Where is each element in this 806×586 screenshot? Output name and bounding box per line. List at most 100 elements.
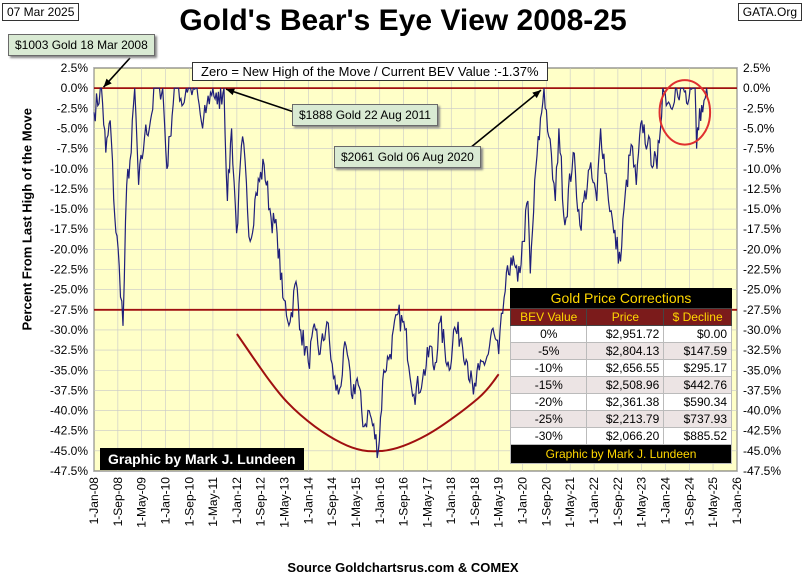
y-tick-label: -27.5% bbox=[50, 303, 88, 317]
x-tick-label: 1-Jan-16 bbox=[373, 477, 387, 525]
y-tick-label: -37.5% bbox=[50, 383, 88, 397]
x-tick-label: 1-Sep-18 bbox=[468, 477, 482, 527]
y-tick-label: -2.5% bbox=[57, 101, 89, 115]
y-tick-label-right: -37.5% bbox=[743, 383, 781, 397]
y-tick-label: -25.0% bbox=[50, 283, 88, 297]
y-tick-label-right: 0.0% bbox=[743, 81, 771, 95]
y-tick-label: -22.5% bbox=[50, 263, 88, 277]
y-tick-label-right: -27.5% bbox=[743, 303, 781, 317]
y-tick-label-right: -22.5% bbox=[743, 263, 781, 277]
cell-bev: -10% bbox=[509, 359, 588, 377]
trend-curve-path bbox=[236, 333, 500, 453]
y-tick-label: 0.0% bbox=[61, 81, 89, 95]
x-tick-label: 1-Jan-12 bbox=[230, 477, 244, 525]
table-row: 0% $2,951.72 $0.00 bbox=[509, 325, 732, 343]
callout-arrows bbox=[102, 57, 542, 149]
y-tick-label-right: -42.5% bbox=[743, 424, 781, 438]
cell-price: $2,951.72 bbox=[586, 325, 665, 343]
y-tick-label-right: -45.0% bbox=[743, 444, 781, 458]
y-tick-label: -40.0% bbox=[50, 404, 88, 418]
corrections-table: Gold Price Corrections BEV Value Price $… bbox=[509, 288, 732, 464]
y-tick-label: -42.5% bbox=[50, 424, 88, 438]
x-tick-label: 1-Sep-20 bbox=[539, 477, 553, 527]
x-tick-label: 1-May-17 bbox=[420, 477, 434, 528]
y-axis-title: Percent From Last High of the Move bbox=[19, 108, 35, 331]
x-tick-label: 1-Jan-10 bbox=[158, 477, 172, 525]
x-tick-label: 1-Sep-22 bbox=[611, 477, 625, 527]
x-tick-label: 1-May-15 bbox=[349, 477, 363, 528]
zero-note: Zero = New High of the Move / Current BE… bbox=[192, 62, 548, 81]
cell-price: $2,508.96 bbox=[586, 376, 665, 394]
series-line bbox=[93, 87, 709, 459]
y-tick-label-right: -47.5% bbox=[743, 464, 781, 478]
table-footer: Graphic by Mark J. Lundeen bbox=[510, 444, 732, 464]
site-label: GATA.Org bbox=[737, 3, 802, 21]
table-row: -5% $2,804.13 $147.59 bbox=[509, 342, 732, 360]
x-tick-label: 1-Jan-08 bbox=[87, 477, 101, 525]
y-tick-label: -17.5% bbox=[50, 222, 88, 236]
callout-2011-peak: $1888 Gold 22 Aug 2011 bbox=[292, 104, 438, 126]
cell-price: $2,656.55 bbox=[586, 359, 665, 377]
table-header-row: BEV Value Price $ Decline bbox=[509, 308, 732, 326]
y-tick-label: -45.0% bbox=[50, 444, 88, 458]
x-tick-label: 1-Jan-26 bbox=[730, 477, 744, 525]
y-tick-label: -35.0% bbox=[50, 363, 88, 377]
header-price: Price bbox=[586, 308, 665, 326]
y-tick-label-right: -40.0% bbox=[743, 404, 781, 418]
cell-price: $2,361.38 bbox=[586, 393, 665, 411]
cell-decline: $0.00 bbox=[663, 325, 732, 343]
cell-decline: $737.93 bbox=[663, 410, 732, 428]
highlight-circle bbox=[658, 79, 712, 146]
x-axis: 1-Jan-08 1-Sep-08 1-May-09 1-Jan-10 1-Sep-10… bbox=[87, 477, 744, 528]
cell-decline: $885.52 bbox=[663, 427, 732, 445]
cell-bev: -5% bbox=[509, 342, 588, 360]
cell-bev: 0% bbox=[509, 325, 588, 343]
y-tick-label: -7.5% bbox=[57, 142, 89, 156]
table-row: -30% $2,066.20 $885.52 bbox=[509, 427, 732, 445]
x-tick-label: 1-Sep-12 bbox=[254, 477, 268, 527]
arrow-2011 bbox=[225, 88, 295, 113]
y-tick-label-right: -32.5% bbox=[743, 343, 781, 357]
y-tick-label-right: -20.0% bbox=[743, 242, 781, 256]
x-tick-label: 1-Sep-10 bbox=[182, 477, 196, 527]
header-decline: $ Decline bbox=[663, 308, 732, 326]
x-tick-label: 1-Jan-20 bbox=[516, 477, 530, 525]
y-tick-label: -15.0% bbox=[50, 202, 88, 216]
y-tick-label: -47.5% bbox=[50, 464, 88, 478]
callout-2020-peak: $2061 Gold 06 Aug 2020 bbox=[334, 146, 481, 168]
cell-bev: -20% bbox=[509, 393, 588, 411]
arrow-2020 bbox=[469, 89, 542, 149]
header-bev: BEV Value bbox=[509, 308, 588, 326]
x-tick-label: 1-May-25 bbox=[706, 477, 720, 528]
arrow-2011-head bbox=[225, 88, 235, 96]
x-tick-label: 1-Sep-08 bbox=[111, 477, 125, 527]
cell-decline: $147.59 bbox=[663, 342, 732, 360]
cell-price: $2,804.13 bbox=[586, 342, 665, 360]
x-tick-label: 1-Sep-24 bbox=[682, 477, 696, 527]
y-tick-label: -20.0% bbox=[50, 242, 88, 256]
y-tick-label-right: -5.0% bbox=[743, 121, 775, 135]
x-tick-label: 1-Sep-16 bbox=[397, 477, 411, 527]
source-label: Source Goldchartsrus.com & COMEX bbox=[287, 560, 519, 575]
y-axis-left: 2.5% 0.0% -2.5% -5.0% -7.5% -10.0% -12.5% -15.0… bbox=[50, 61, 88, 478]
series-bev bbox=[93, 87, 709, 459]
date-label: 07 Mar 2025 bbox=[2, 3, 80, 21]
x-tick-label: 1-May-13 bbox=[277, 477, 291, 528]
y-tick-label: -12.5% bbox=[50, 182, 88, 196]
table-row: -15% $2,508.96 $442.76 bbox=[509, 376, 732, 394]
x-tick-label: 1-Jan-18 bbox=[444, 477, 458, 525]
table-row: -20% $2,361.38 $590.34 bbox=[509, 393, 732, 411]
y-tick-label-right: -17.5% bbox=[743, 222, 781, 236]
cell-decline: $442.76 bbox=[663, 376, 732, 394]
cell-bev: -15% bbox=[509, 376, 588, 394]
x-tick-label: 1-May-11 bbox=[206, 477, 220, 527]
y-tick-label: 2.5% bbox=[61, 61, 89, 75]
callout-2008-peak: $1003 Gold 18 Mar 2008 bbox=[8, 34, 155, 56]
y-tick-label-right: -15.0% bbox=[743, 202, 781, 216]
y-axis-right: 2.5% 0.0% -2.5% -5.0% -7.5% -10.0% -12.5% -15.0… bbox=[743, 61, 781, 478]
table-row: -10% $2,656.55 $295.17 bbox=[509, 359, 732, 377]
y-tick-label-right: -10.0% bbox=[743, 162, 781, 176]
cell-decline: $590.34 bbox=[663, 393, 732, 411]
cell-decline: $295.17 bbox=[663, 359, 732, 377]
